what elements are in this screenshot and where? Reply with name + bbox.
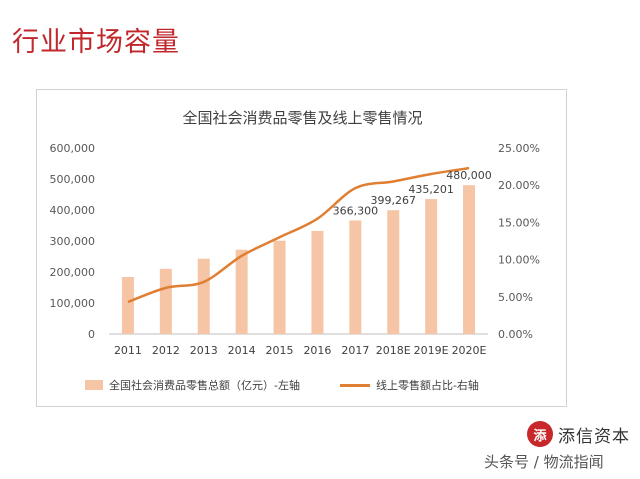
bar: [463, 185, 476, 334]
y-right-tick-label: 10.00%: [498, 254, 540, 267]
bar: [387, 210, 400, 334]
bar: [121, 276, 134, 334]
x-tick-label: 2018E: [376, 344, 411, 357]
chart-legend: 全国社会消费品零售总额（亿元）-左轴 线上零售额占比-右轴: [85, 377, 479, 393]
y-left-tick-label: 600,000: [50, 142, 96, 155]
brand-block: 添 添信资本: [527, 421, 630, 447]
x-tick-label: 2020E: [452, 344, 487, 357]
bar: [273, 240, 286, 334]
x-tick-label: 2011: [114, 344, 142, 357]
bar: [311, 230, 324, 334]
legend-line-swatch: [339, 383, 370, 387]
x-tick-label: 2016: [303, 344, 331, 357]
chart-plot: 0 100,000 200,000 300,000 400,000 500,000 600,…: [50, 142, 540, 357]
data-label: 435,201: [408, 183, 454, 196]
bar: [197, 258, 210, 334]
legend-line-label: 线上零售额占比-右轴: [375, 379, 479, 392]
y-right-tick-label: 25.00%: [498, 142, 540, 155]
data-label: 366,300: [333, 204, 379, 217]
data-label: 399,267: [371, 194, 417, 207]
x-tick-label: 2017: [341, 344, 369, 357]
legend-bar-label: 全国社会消费品零售总额（亿元）-左轴: [109, 379, 300, 392]
y-right-tick-label: 0.00%: [498, 328, 533, 341]
bar: [349, 220, 362, 334]
x-tick-label: 2013: [190, 344, 218, 357]
legend-bar-swatch: [85, 380, 103, 390]
bar: [159, 268, 172, 334]
chart-title: 全国社会消费品零售及线上零售情况: [182, 109, 423, 127]
y-left-tick-label: 200,000: [50, 266, 96, 279]
y-right-tick-label: 5.00%: [498, 291, 533, 304]
bar: [235, 249, 248, 334]
chart-container: 全国社会消费品零售及线上零售情况 0 100,000 200,000 300,000 4…: [36, 89, 567, 407]
y-left-tick-label: 400,000: [50, 204, 96, 217]
bar: [425, 199, 438, 334]
watermark: 头条号 / 物流指闻: [484, 453, 604, 471]
y-right-tick-label: 20.00%: [498, 179, 540, 192]
brand-logo-icon: 添: [527, 421, 553, 447]
y-left-tick-label: 500,000: [50, 173, 96, 186]
page-title: 行业市场容量: [12, 27, 180, 58]
data-label: 480,000: [446, 169, 492, 182]
x-tick-label: 2015: [266, 344, 294, 357]
x-tick-label: 2019E: [414, 344, 449, 357]
y-right-tick-label: 15.00%: [498, 216, 540, 229]
y-left-tick-label: 100,000: [50, 297, 96, 310]
y-left-tick-label: 300,000: [50, 235, 96, 248]
x-tick-label: 2012: [152, 344, 180, 357]
line-series: [127, 166, 470, 304]
brand-name: 添信资本: [558, 426, 630, 447]
x-tick-label: 2014: [228, 344, 256, 357]
y-left-tick-label: 0: [88, 328, 95, 341]
